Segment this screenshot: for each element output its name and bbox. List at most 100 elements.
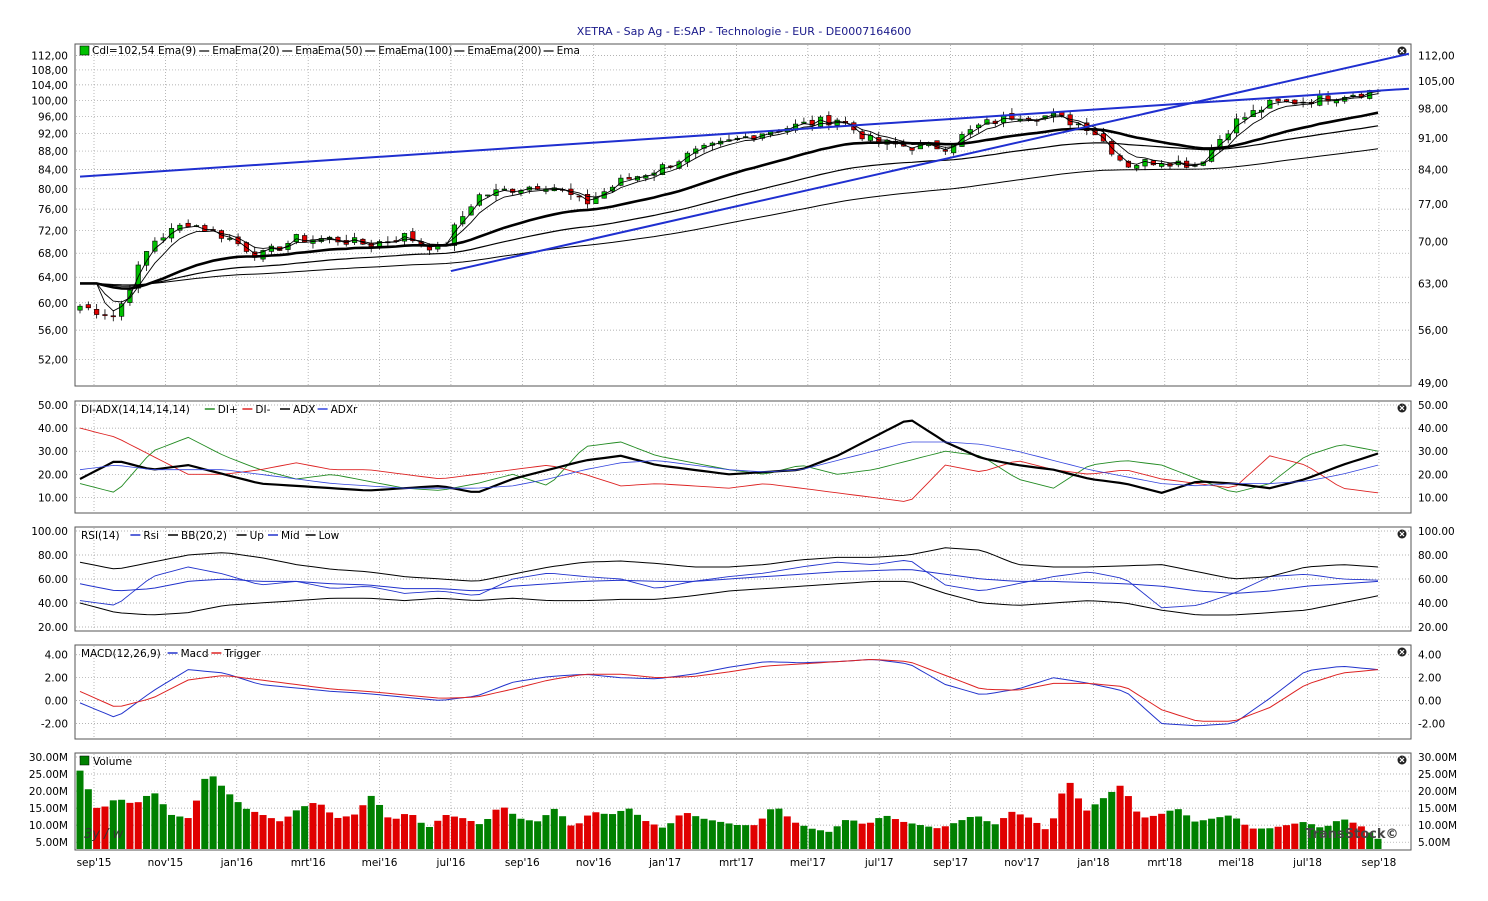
volume-bar-up xyxy=(118,799,126,849)
volume-bar-up xyxy=(1307,824,1315,849)
candle-down xyxy=(94,309,100,315)
volume-bar-up xyxy=(1324,825,1332,849)
x-axis-label: mei'18 xyxy=(1218,857,1254,869)
trendline-2 xyxy=(79,87,1410,178)
ema100-line xyxy=(80,125,1379,287)
macd-legend: MACD(12,26,9) Macd Trigger xyxy=(81,648,261,660)
volume-bar-up xyxy=(600,813,608,849)
volume-bar-up xyxy=(966,816,974,849)
price-right-tick: 84,00 xyxy=(1418,164,1448,176)
volume-bar-down xyxy=(467,820,475,849)
rsi-legend-item: Low xyxy=(319,530,340,542)
x-axis-label: jul'16 xyxy=(436,857,466,869)
volume-bar-up xyxy=(1191,821,1199,849)
price-left-tick: 108,00 xyxy=(31,65,68,77)
legend-candle-swatch xyxy=(79,45,90,56)
volume-bar-up xyxy=(376,804,384,849)
rsi-legend-item: Up xyxy=(250,530,265,542)
volume-bar-down xyxy=(1282,825,1290,849)
adx-legend-item: DI- xyxy=(255,404,270,416)
volume-legend-item: Volume xyxy=(93,756,132,768)
volume-bar-down xyxy=(642,821,650,849)
watermark: TransStock© xyxy=(1305,827,1398,842)
volume-bar-up xyxy=(517,818,525,849)
volume-bar-up xyxy=(1341,819,1349,849)
volume-left-tick: 30.00M xyxy=(29,752,68,764)
volume-bar-up xyxy=(367,795,375,849)
volume-bar-down xyxy=(1033,822,1041,849)
volume-bar-down xyxy=(683,813,691,849)
adx-legend-item: DI+ xyxy=(218,404,238,416)
volume-bar-down xyxy=(1241,824,1249,849)
adx-panel: 50.00 50.00 40.00 40.00 30.00 30.00 20.00 20.00… xyxy=(38,400,1448,514)
volume-bar-up xyxy=(742,825,750,849)
candle-down xyxy=(1325,95,1331,102)
volume-bar-down xyxy=(284,816,292,849)
volume-bar-up xyxy=(417,822,425,849)
volume-bar-down xyxy=(1149,815,1157,849)
volume-bar-up xyxy=(301,806,309,849)
volume-bar-down xyxy=(334,817,342,849)
volume-bar-up xyxy=(717,821,725,849)
price-legend-item: Cdl=102,54 xyxy=(92,45,155,57)
volume-bar-down xyxy=(384,817,392,849)
volume-bar-down xyxy=(567,825,575,849)
price-left-tick: 76,00 xyxy=(38,204,68,216)
adx-right-tick: 20.00 xyxy=(1418,469,1448,481)
rsi-left-tick: 60.00 xyxy=(38,574,68,586)
x-axis-label: sep'18 xyxy=(1362,857,1397,869)
ema9-line xyxy=(80,90,1379,312)
volume-bar-up xyxy=(692,816,700,849)
price-right-tick: 56,00 xyxy=(1418,325,1448,337)
adx-frame xyxy=(74,400,1412,514)
candle-down xyxy=(942,149,948,152)
candle-up xyxy=(476,194,482,206)
volume-bar-up xyxy=(1166,810,1174,849)
candle-up xyxy=(1317,94,1323,106)
volume-bar-down xyxy=(392,818,400,849)
adx-legend-item: ADXr xyxy=(331,404,358,416)
price-legend: Cdl=102,54 Ema(9) Ema Ema(20) Ema Ema(50) Ema E… xyxy=(79,45,580,57)
rsi-legend-item: Mid xyxy=(281,530,300,542)
chart-title: XETRA - Sap Ag - E:SAP - Technologie - E… xyxy=(577,25,911,38)
candle-up xyxy=(501,188,507,191)
volume-bar-up xyxy=(525,820,533,849)
volume-right-tick: 5.00M xyxy=(1418,837,1450,849)
volume-bar-down xyxy=(1083,810,1091,849)
volume-bar-up xyxy=(226,794,234,849)
volume-bar-up xyxy=(667,823,675,849)
price-left-tick: 104,00 xyxy=(31,80,68,92)
volume-bar-down xyxy=(276,821,284,849)
volume-bar-up xyxy=(958,820,966,849)
macd-right-tick: 4.00 xyxy=(1418,650,1441,662)
price-close-icon-x xyxy=(1399,48,1405,54)
volume-bar-up xyxy=(608,814,617,849)
price-left-tick: 88,00 xyxy=(38,146,68,158)
volume-bar-down xyxy=(584,815,592,849)
rsi-panel: 100.00 100.00 80.00 80.00 60.00 60.00 40.00 40.… xyxy=(31,526,1455,634)
macd-left-tick: 2.00 xyxy=(45,673,68,685)
volume-bar-down xyxy=(450,816,458,849)
trendline-1 xyxy=(450,52,1410,273)
volume-bar-up xyxy=(143,795,151,849)
x-axis-label: jul'17 xyxy=(864,857,894,869)
volume-legend-swatch xyxy=(79,755,90,766)
volume-bar-down xyxy=(650,824,658,849)
volume-right-tick: 15.00M xyxy=(1418,803,1457,815)
volume-left-tick: 5.00M xyxy=(36,837,68,849)
candle-up xyxy=(518,190,524,194)
volume-bar-up xyxy=(209,776,217,849)
volume-bar-down xyxy=(1158,813,1166,849)
volume-bar-down xyxy=(134,802,142,849)
volume-bar-up xyxy=(550,808,558,849)
volume-bar-down xyxy=(1124,796,1132,849)
volume-bar-down xyxy=(792,822,800,849)
volume-bar-down xyxy=(434,820,442,849)
candle-up xyxy=(1142,159,1148,167)
adx-legend-item: DI-ADX(14,14,14,14) xyxy=(81,404,190,416)
price-left-tick: 68,00 xyxy=(38,248,68,260)
rsi-right-tick: 60.00 xyxy=(1418,574,1448,586)
price-right-tick: 49,00 xyxy=(1418,378,1448,390)
volume-bar-up xyxy=(808,828,816,849)
x-axis-label: sep'16 xyxy=(505,857,540,869)
